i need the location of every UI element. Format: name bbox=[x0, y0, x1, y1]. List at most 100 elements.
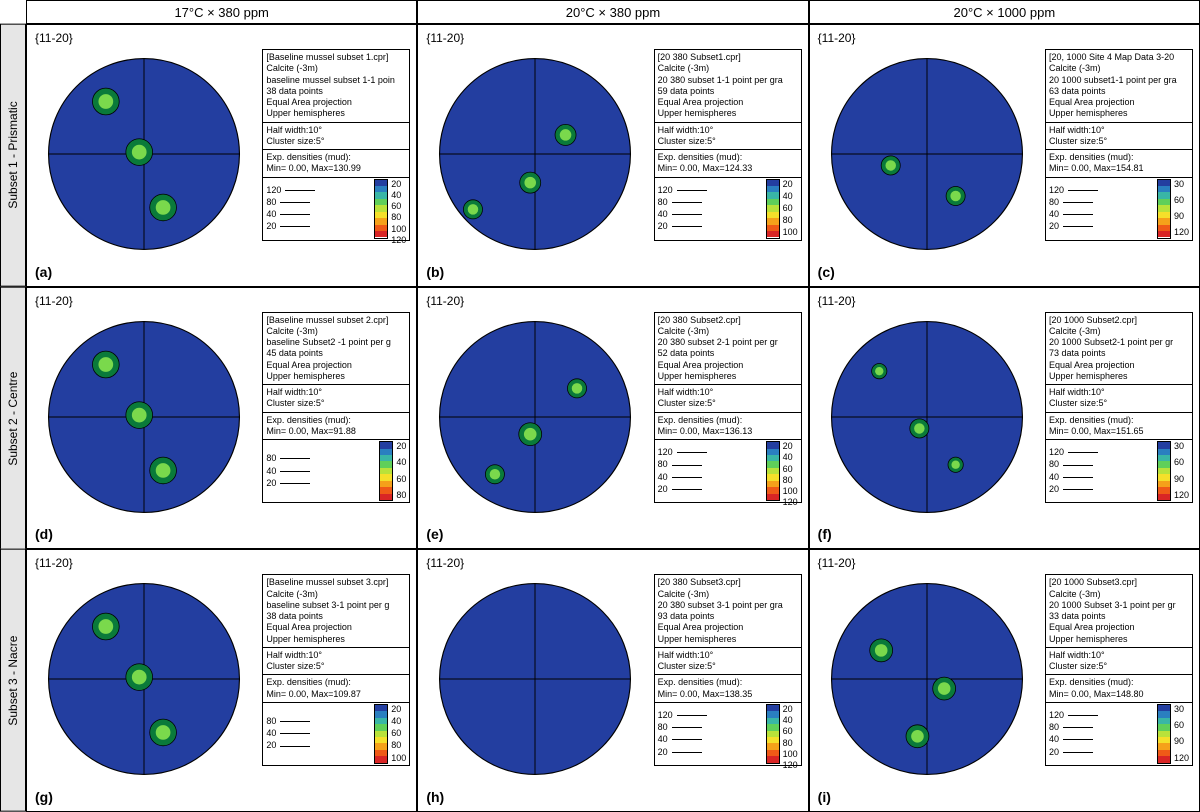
legend-file: [Baseline mussel subset 3.cpr] bbox=[266, 577, 406, 588]
col-header-1: 20°C × 380 ppm bbox=[417, 0, 808, 24]
legend-pts: 38 data points bbox=[266, 86, 406, 97]
legend-proj: Equal Area projection bbox=[266, 622, 406, 633]
contour-scale-left: 120804020 bbox=[658, 447, 707, 495]
pole-figure-svg bbox=[430, 312, 640, 522]
legend-pts: 38 data points bbox=[266, 611, 406, 622]
legend-box: [Baseline mussel subset 2.cpr]Calcite (-… bbox=[262, 312, 410, 504]
color-scale: 306090120 bbox=[1157, 179, 1189, 239]
legend-map: baseline Subset2 -1 point per g bbox=[266, 337, 406, 348]
pole-figure-label: {11-20} bbox=[35, 294, 73, 308]
col-header-0: 17°C × 380 ppm bbox=[26, 0, 417, 24]
panel-e: {11-20}(e)[20 380 Subset2.cpr]Calcite (-… bbox=[417, 287, 808, 550]
legend-proj: Equal Area projection bbox=[266, 97, 406, 108]
color-scale: 20406080 bbox=[379, 441, 406, 501]
legend-file: [20 380 Subset2.cpr] bbox=[658, 315, 798, 326]
legend-file: [Baseline mussel subset 2.cpr] bbox=[266, 315, 406, 326]
legend-cluster: Cluster size:5° bbox=[1049, 661, 1189, 672]
subpanel-letter: (g) bbox=[35, 789, 53, 805]
legend-mineral: Calcite (-3m) bbox=[658, 326, 798, 337]
subpanel-letter: (h) bbox=[426, 789, 444, 805]
legend-minmax: Min= 0.00, Max=154.81 bbox=[1049, 163, 1189, 174]
legend-mineral: Calcite (-3m) bbox=[1049, 63, 1189, 74]
subpanel-letter: (b) bbox=[426, 264, 444, 280]
panel-i: {11-20} (i) [20 1000 Subset3.cpr]Calcite (… bbox=[809, 549, 1200, 812]
legend-box: [Baseline mussel subset 1.cpr]Calcite (-… bbox=[262, 49, 410, 241]
subpanel-letter: (f) bbox=[818, 526, 832, 542]
grid-corner bbox=[0, 0, 26, 24]
legend-map: 20 1000 Subset2-1 point per gr bbox=[1049, 337, 1189, 348]
color-scale: 20406080100 bbox=[766, 179, 798, 239]
contour-scale-left: 804020 bbox=[266, 453, 310, 489]
contour-scale-left: 120804020 bbox=[1049, 447, 1098, 495]
legend-hemi: Upper hemispheres bbox=[658, 371, 798, 382]
legend-pts: 52 data points bbox=[658, 348, 798, 359]
legend-file: [20 380 Subset3.cpr] bbox=[658, 577, 798, 588]
panel-f: {11-20}(f)[20 1000 Subset2.cpr]Calcite (… bbox=[809, 287, 1200, 550]
legend-pts: 59 data points bbox=[658, 86, 798, 97]
contour-scale-left: 120804020 bbox=[1049, 185, 1098, 233]
legend-cluster: Cluster size:5° bbox=[266, 661, 406, 672]
legend-halfwidth: Half width:10° bbox=[266, 650, 406, 661]
contour-scale-left: 120804020 bbox=[1049, 710, 1098, 758]
legend-minmax: Min= 0.00, Max=151.65 bbox=[1049, 426, 1189, 437]
legend-halfwidth: Half width:10° bbox=[658, 125, 798, 136]
row-header-1: Subset 2 - Centre bbox=[0, 287, 26, 550]
legend-hemi: Upper hemispheres bbox=[1049, 634, 1189, 645]
legend-cluster: Cluster size:5° bbox=[658, 136, 798, 147]
panel-d: {11-20} (d) [Baseline mussel subset 2.cpr]… bbox=[26, 287, 417, 550]
legend-proj: Equal Area projection bbox=[658, 622, 798, 633]
legend-halfwidth: Half width:10° bbox=[1049, 387, 1189, 398]
legend-hemi: Upper hemispheres bbox=[658, 634, 798, 645]
legend-halfwidth: Half width:10° bbox=[266, 125, 406, 136]
pole-figure-label: {11-20} bbox=[818, 294, 856, 308]
legend-mineral: Calcite (-3m) bbox=[658, 589, 798, 600]
legend-dens-label: Exp. densities (mud): bbox=[266, 677, 406, 688]
legend-proj: Equal Area projection bbox=[266, 360, 406, 371]
color-scale: 20406080100120 bbox=[766, 441, 798, 501]
legend-minmax: Min= 0.00, Max=124.33 bbox=[658, 163, 798, 174]
subpanel-letter: (d) bbox=[35, 526, 53, 542]
figure-grid: 17°C × 380 ppm20°C × 380 ppm20°C × 1000 … bbox=[0, 0, 1200, 812]
pole-figure-svg bbox=[430, 49, 640, 259]
legend-cluster: Cluster size:5° bbox=[1049, 398, 1189, 409]
legend-minmax: Min= 0.00, Max=109.87 bbox=[266, 689, 406, 700]
legend-pts: 45 data points bbox=[266, 348, 406, 359]
pole-figure-svg bbox=[822, 574, 1032, 784]
legend-halfwidth: Half width:10° bbox=[1049, 125, 1189, 136]
legend-proj: Equal Area projection bbox=[658, 360, 798, 371]
legend-minmax: Min= 0.00, Max=136.13 bbox=[658, 426, 798, 437]
legend-file: [20 1000 Subset3.cpr] bbox=[1049, 577, 1189, 588]
pole-figure-label: {11-20} bbox=[818, 556, 856, 570]
legend-map: 20 1000 subset1-1 point per gra bbox=[1049, 75, 1189, 86]
legend-hemi: Upper hemispheres bbox=[266, 634, 406, 645]
panel-h: {11-20} (h) [20 380 Subset3.cpr]Calcite (-… bbox=[417, 549, 808, 812]
pole-figure-label: {11-20} bbox=[35, 31, 73, 45]
legend-dens-label: Exp. densities (mud): bbox=[1049, 677, 1189, 688]
pole-figure-label: {11-20} bbox=[818, 31, 856, 45]
legend-cluster: Cluster size:5° bbox=[266, 398, 406, 409]
pole-figure-label: {11-20} bbox=[426, 556, 464, 570]
legend-dens-label: Exp. densities (mud): bbox=[658, 677, 798, 688]
contour-scale-left: 120804020 bbox=[658, 710, 707, 758]
panel-b: {11-20}(b)[20 380 Subset1.cpr]Calcite (-… bbox=[417, 24, 808, 287]
legend-box: [Baseline mussel subset 3.cpr]Calcite (-… bbox=[262, 574, 410, 766]
legend-mineral: Calcite (-3m) bbox=[658, 63, 798, 74]
legend-proj: Equal Area projection bbox=[1049, 360, 1189, 371]
subpanel-letter: (i) bbox=[818, 789, 831, 805]
legend-proj: Equal Area projection bbox=[1049, 622, 1189, 633]
pole-figure-svg bbox=[822, 49, 1032, 259]
legend-proj: Equal Area projection bbox=[1049, 97, 1189, 108]
col-header-2: 20°C × 1000 ppm bbox=[809, 0, 1200, 24]
legend-pts: 73 data points bbox=[1049, 348, 1189, 359]
row-header-0: Subset 1 - Prismatic bbox=[0, 24, 26, 287]
panel-c: {11-20}(c)[20, 1000 Site 4 Map Data 3-20… bbox=[809, 24, 1200, 287]
contour-scale-left: 120804020 bbox=[266, 185, 315, 233]
subpanel-letter: (a) bbox=[35, 264, 52, 280]
panel-a: {11-20} (a) [Baseline mussel subset 1.cpr]… bbox=[26, 24, 417, 287]
figure-grid-wrap: 17°C × 380 ppm20°C × 380 ppm20°C × 1000 … bbox=[0, 0, 1200, 812]
legend-dens-label: Exp. densities (mud): bbox=[1049, 415, 1189, 426]
legend-minmax: Min= 0.00, Max=138.35 bbox=[658, 689, 798, 700]
legend-box: [20, 1000 Site 4 Map Data 3-20Calcite (-… bbox=[1045, 49, 1193, 241]
legend-box: [20 1000 Subset3.cpr]Calcite (-3m)20 100… bbox=[1045, 574, 1193, 766]
pole-figure-svg bbox=[430, 574, 640, 784]
